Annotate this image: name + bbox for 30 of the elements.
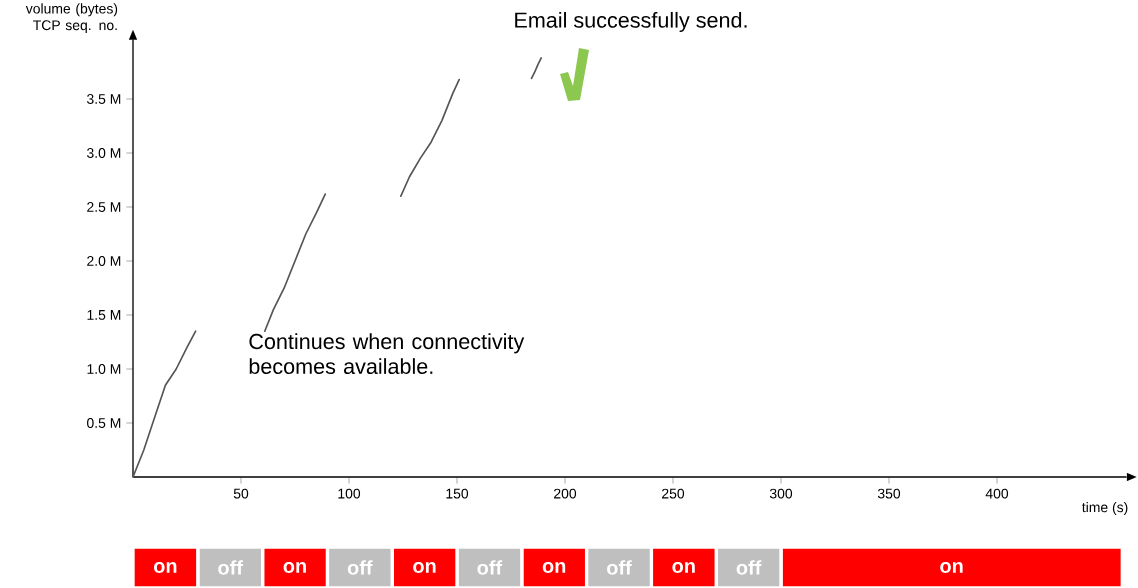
data-label: on (283, 562, 306, 573)
data-label: on (672, 562, 695, 573)
x-tick-label: 300 (769, 488, 793, 499)
data-label: on (413, 562, 436, 573)
x-tick-label: 200 (554, 488, 577, 499)
data-label: on (154, 562, 177, 573)
y-tick-label: 0.5 M (87, 418, 121, 428)
annotation: Continues when connectivity becomes available. (249, 333, 525, 375)
data-label: on (542, 562, 566, 573)
y-tick-label: 2.0 M (87, 256, 121, 266)
text: Email successfully send. (515, 11, 747, 33)
y-tick-label: 3.0 M (86, 148, 121, 158)
y-tick-label: 1.0 M (87, 364, 121, 374)
x-tick-label: 100 (338, 488, 361, 499)
y-tick-label: 2.5 M (87, 202, 121, 212)
y-axis-title: volume (bytes) TCP seq. no. (25, 3, 118, 33)
x-tick-label: 50 (233, 488, 249, 499)
data-label: off (477, 560, 503, 575)
x-tick-label: 250 (662, 488, 685, 499)
data-label: off (347, 560, 373, 575)
y-tick-label: 3.5 M (86, 94, 121, 104)
x-axis-title: time (s) (1082, 501, 1128, 515)
data-label: on (940, 562, 963, 573)
x-tick-label: 150 (446, 488, 469, 499)
data-label: off (607, 560, 632, 575)
x-tick-label: 350 (877, 488, 901, 499)
y-tick-label: 1.5 M (87, 310, 121, 320)
data-label: off (736, 560, 762, 575)
x-tick-label: 400 (985, 488, 1009, 499)
data-label: off (218, 560, 243, 575)
